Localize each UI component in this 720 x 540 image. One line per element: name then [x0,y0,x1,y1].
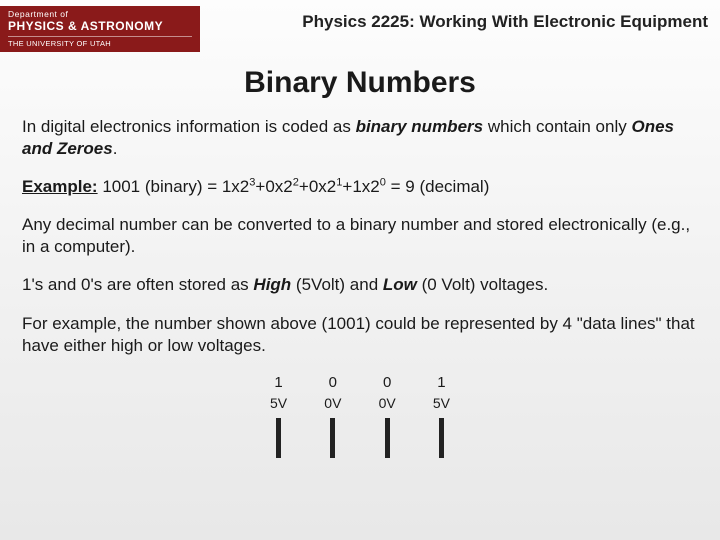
paragraph-4: 1's and 0's are often stored as High (5V… [22,274,698,296]
volt-label: 5V [433,394,450,412]
bit-label: 0 [383,373,391,393]
bit-label: 1 [274,373,282,393]
term-high: High [253,275,291,294]
text: In digital electronics information is co… [22,117,356,136]
course-title: Physics 2225: Working With Electronic Eq… [200,6,708,32]
text: which contain only [483,117,631,136]
text: . [113,139,118,158]
volt-label: 5V [270,394,287,412]
term-low: Low [383,275,417,294]
text: +0x2 [299,177,336,196]
dept-logo: Department of PHYSICS & ASTRONOMY THE UN… [0,6,200,52]
data-line-bar [385,418,390,458]
data-line-col: 1 5V [433,373,450,459]
example-label: Example: [22,177,98,196]
example-line: Example: 1001 (binary) = 1x23+0x22+0x21+… [22,176,698,198]
text: +1x2 [342,177,379,196]
data-line-bar [276,418,281,458]
slide-title: Binary Numbers [0,66,720,100]
university-name: THE UNIVERSITY OF UTAH [8,36,192,48]
term-binary-numbers: binary numbers [356,117,484,136]
volt-label: 0V [379,394,396,412]
paragraph-5: For example, the number shown above (100… [22,313,698,357]
text: = 9 (decimal) [386,177,489,196]
slide-content: In digital electronics information is co… [0,116,720,458]
data-line-col: 0 0V [324,373,341,459]
text: 1001 (binary) = 1x2 [98,177,250,196]
data-line-col: 1 5V [270,373,287,459]
dept-label: Department of [8,9,192,19]
bit-label: 1 [437,373,445,393]
data-line-col: 0 0V [379,373,396,459]
text: (5Volt) and [291,275,383,294]
data-lines-diagram: 1 5V 0 0V 0 0V 1 5V [270,373,450,459]
dept-name: PHYSICS & ASTRONOMY [8,19,192,33]
volt-label: 0V [324,394,341,412]
bit-label: 0 [329,373,337,393]
paragraph-1: In digital electronics information is co… [22,116,698,160]
paragraph-3: Any decimal number can be converted to a… [22,214,698,258]
data-line-bar [439,418,444,458]
text: +0x2 [255,177,292,196]
text: (0 Volt) voltages. [417,275,548,294]
header: Department of PHYSICS & ASTRONOMY THE UN… [0,0,720,52]
data-line-bar [330,418,335,458]
text: 1's and 0's are often stored as [22,275,253,294]
